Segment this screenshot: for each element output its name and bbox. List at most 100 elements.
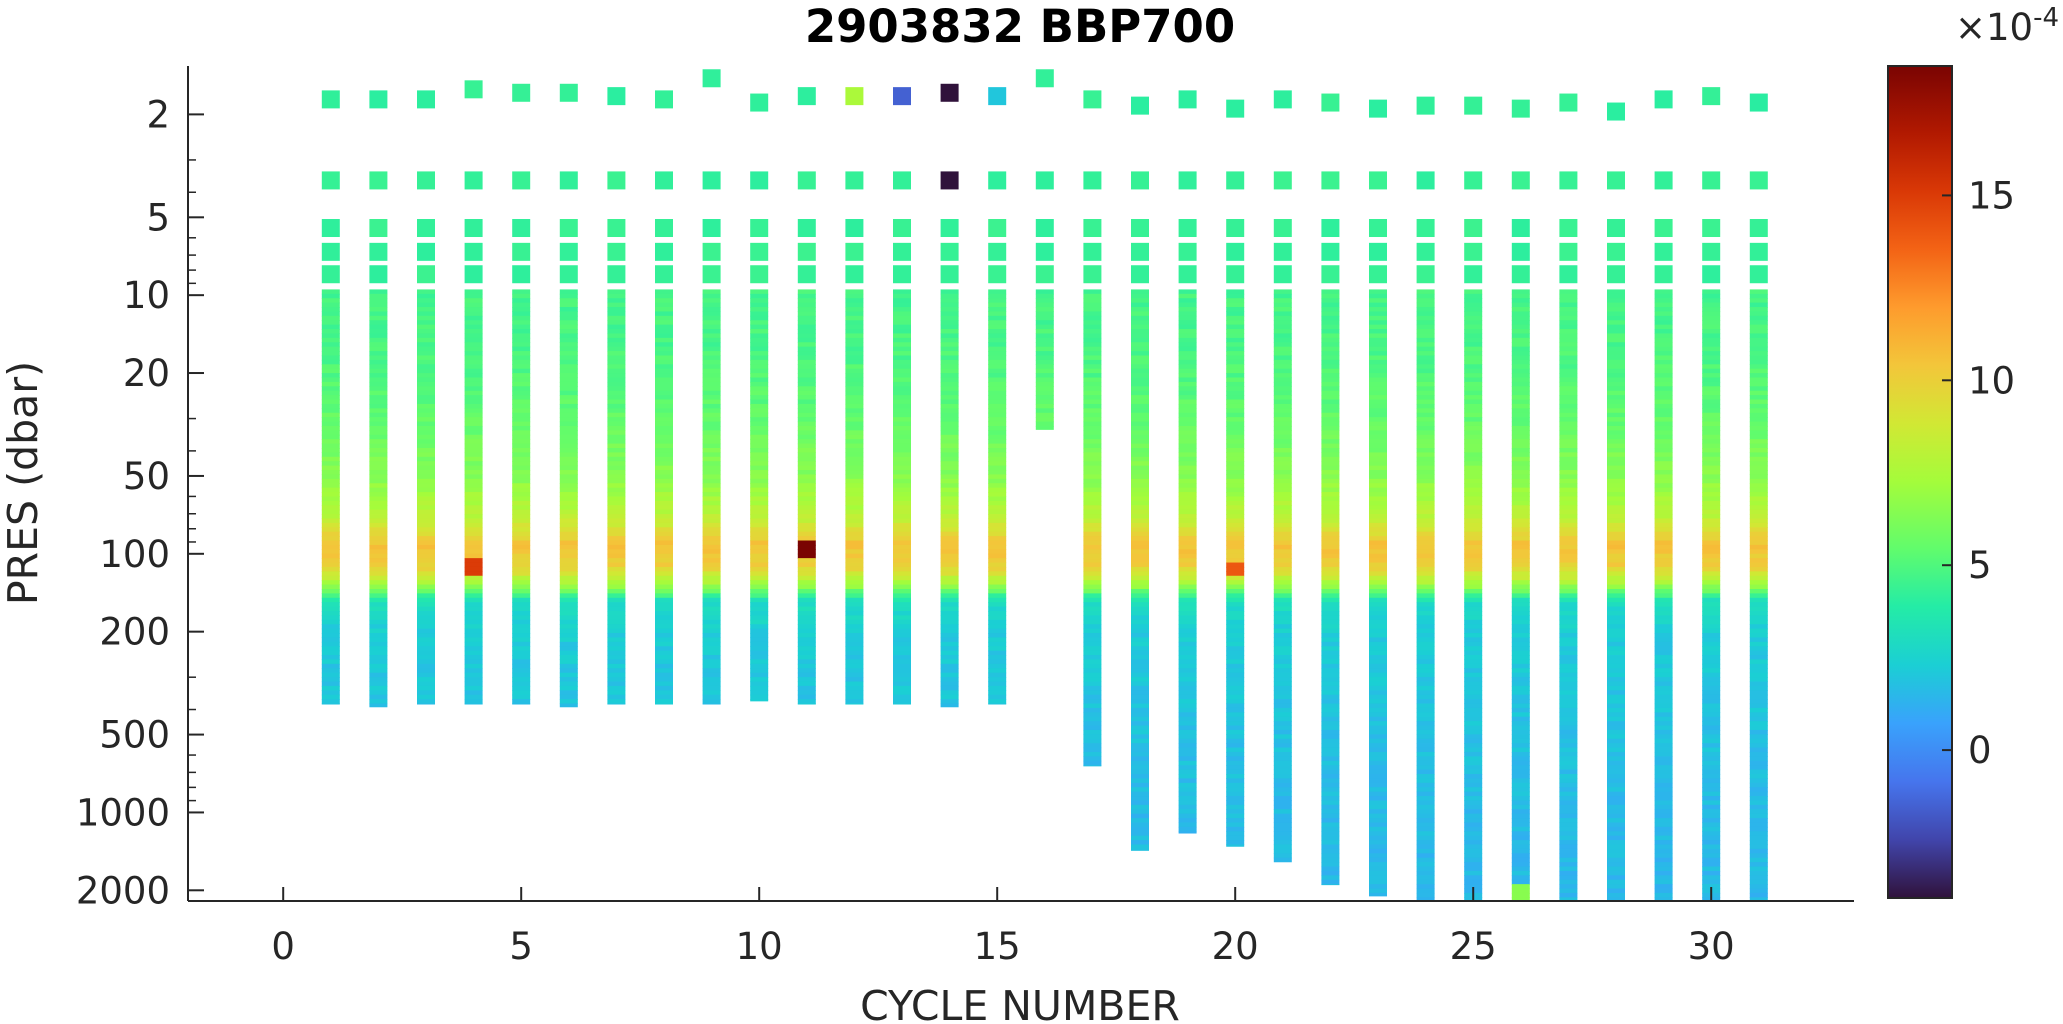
data-cell bbox=[512, 386, 531, 392]
data-cell bbox=[702, 615, 721, 621]
data-cell bbox=[1369, 835, 1387, 841]
data-cell bbox=[750, 536, 769, 542]
data-cell bbox=[1131, 514, 1149, 520]
data-cell bbox=[559, 311, 578, 317]
data-cell bbox=[1273, 408, 1292, 414]
data-cell bbox=[1511, 425, 1530, 431]
data-cell bbox=[1654, 584, 1673, 590]
data-cell bbox=[940, 588, 959, 594]
data-cell bbox=[1131, 293, 1149, 299]
data-cell bbox=[797, 646, 816, 652]
data-cell bbox=[940, 685, 959, 691]
data-cell bbox=[607, 417, 626, 423]
data-cell bbox=[559, 628, 578, 634]
data-cell bbox=[1749, 421, 1768, 427]
data-cell bbox=[1321, 663, 1340, 669]
data-cell bbox=[940, 83, 959, 102]
data-cell bbox=[1273, 470, 1292, 476]
data-cell bbox=[1321, 496, 1340, 502]
data-cell bbox=[1178, 324, 1197, 330]
data-cell bbox=[369, 575, 388, 581]
data-cell bbox=[417, 90, 435, 109]
data-cell bbox=[417, 628, 435, 634]
data-cell bbox=[1559, 342, 1578, 348]
data-cell bbox=[559, 430, 578, 436]
data-cell bbox=[1178, 342, 1197, 348]
data-cell bbox=[1035, 242, 1054, 261]
data-cell bbox=[1273, 584, 1292, 590]
data-cell bbox=[559, 699, 578, 705]
data-cell bbox=[1178, 496, 1197, 502]
data-cell bbox=[1511, 293, 1530, 299]
data-cell bbox=[750, 443, 769, 449]
data-cell bbox=[1131, 685, 1149, 691]
data-cell bbox=[1321, 646, 1340, 652]
data-cell bbox=[940, 425, 959, 431]
data-cell bbox=[1607, 540, 1625, 546]
data-cell bbox=[988, 641, 1007, 647]
data-cell bbox=[893, 685, 911, 691]
data-cell bbox=[797, 417, 816, 423]
data-cell bbox=[321, 540, 340, 546]
data-cell bbox=[1607, 390, 1625, 396]
data-cell bbox=[1226, 439, 1245, 445]
data-cell bbox=[1416, 311, 1435, 317]
data-cell bbox=[655, 298, 673, 304]
data-cell bbox=[1178, 633, 1197, 639]
data-cell bbox=[559, 588, 578, 594]
data-cell bbox=[321, 289, 340, 295]
data-cell bbox=[1416, 765, 1435, 771]
data-cell bbox=[845, 522, 864, 528]
data-cell bbox=[1464, 302, 1483, 308]
data-cell bbox=[1702, 474, 1721, 480]
data-cell bbox=[1035, 377, 1054, 383]
data-cell bbox=[1416, 712, 1435, 718]
data-cell bbox=[417, 395, 435, 401]
data-cell bbox=[1607, 712, 1625, 718]
data-cell bbox=[1749, 703, 1768, 709]
data-cell bbox=[1511, 703, 1530, 709]
data-cell bbox=[1273, 549, 1292, 555]
data-cell bbox=[512, 496, 531, 502]
data-cell bbox=[1702, 822, 1721, 828]
data-cell bbox=[607, 368, 626, 374]
data-cell bbox=[369, 329, 388, 335]
data-cell bbox=[1749, 355, 1768, 361]
data-cell bbox=[1035, 346, 1054, 352]
data-cell bbox=[1273, 311, 1292, 317]
data-cell bbox=[321, 522, 340, 528]
data-cell bbox=[1178, 826, 1197, 832]
data-cell bbox=[1131, 430, 1149, 436]
data-cell bbox=[702, 628, 721, 634]
data-cell bbox=[845, 677, 864, 683]
data-cell bbox=[1607, 677, 1625, 683]
data-cell bbox=[1749, 743, 1768, 749]
data-cell bbox=[1464, 496, 1483, 502]
data-cell bbox=[1749, 342, 1768, 348]
data-cell bbox=[321, 329, 340, 335]
data-cell bbox=[464, 553, 483, 559]
data-cell bbox=[1654, 333, 1673, 339]
data-cell bbox=[369, 373, 388, 379]
data-cell bbox=[1416, 390, 1435, 396]
data-cell bbox=[321, 518, 340, 524]
data-cell bbox=[893, 668, 911, 674]
data-cell bbox=[1702, 351, 1721, 357]
data-cell bbox=[1273, 796, 1292, 802]
data-cell bbox=[369, 320, 388, 326]
data-cell bbox=[1511, 663, 1530, 669]
data-cell bbox=[1654, 729, 1673, 735]
data-cell bbox=[940, 461, 959, 467]
data-cell bbox=[1607, 707, 1625, 713]
data-cell bbox=[655, 478, 673, 484]
data-cell bbox=[607, 690, 626, 696]
data-cell bbox=[1749, 624, 1768, 630]
data-cell bbox=[1083, 760, 1102, 766]
data-cell bbox=[369, 470, 388, 476]
data-cell bbox=[1369, 624, 1387, 630]
data-cell bbox=[1369, 694, 1387, 700]
data-cell bbox=[1559, 848, 1578, 854]
data-cell bbox=[655, 694, 673, 700]
data-cell bbox=[1702, 879, 1721, 885]
data-cell bbox=[1511, 650, 1530, 656]
